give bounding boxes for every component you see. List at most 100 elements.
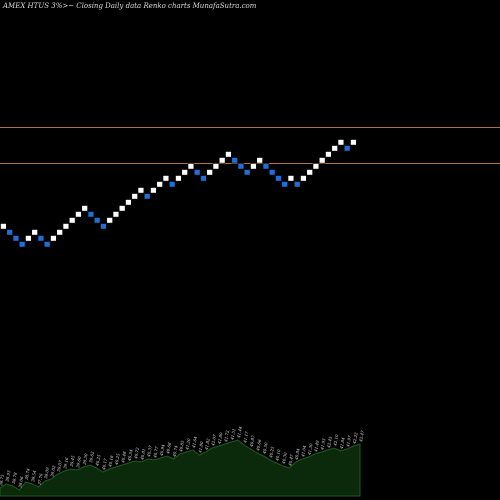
volume-label: 40.87 [249, 435, 256, 449]
volume-label: 42.22 [351, 432, 358, 446]
renko-brick-up [62, 223, 70, 230]
renko-brick-up [287, 175, 295, 182]
volume-label: 39.62 [88, 451, 95, 464]
renko-brick-down [262, 163, 270, 170]
renko-brick-down [200, 175, 207, 182]
volume-label: 38.78 [11, 472, 18, 485]
volume-label: 40.68 [165, 442, 172, 456]
renko-brick-up [206, 169, 213, 176]
renko-brick-up [256, 157, 263, 164]
volume-label: 41.80 [216, 432, 223, 446]
renko-brick-up [56, 229, 63, 236]
renko-brick-down [293, 181, 301, 188]
volume-label: 40.47 [287, 454, 294, 468]
volume-label: 41.49 [313, 440, 320, 454]
renko-brick-down [168, 181, 176, 188]
volume-label: 40.25 [114, 453, 121, 467]
volume-label: 40.25 [94, 454, 101, 468]
renko-brick-down [275, 175, 282, 182]
renko-brick-up [331, 145, 338, 152]
volume-label: 39.60 [75, 456, 82, 469]
volume-label: 40.66 [255, 439, 262, 453]
renko-brick-down [100, 223, 107, 230]
renko-brick-up [350, 139, 357, 146]
renko-brick-down [37, 235, 45, 242]
volume-label: 42.47 [358, 430, 365, 444]
volume-label: 40.50 [261, 442, 268, 456]
renko-brick-up [156, 181, 163, 188]
volume-label: 41.44 [236, 426, 243, 440]
volume-label: 41.80 [197, 441, 204, 455]
renko-brick-up [337, 139, 345, 146]
volume-label: 41.20 [184, 438, 191, 452]
volume-label: 39.16 [62, 457, 69, 470]
volume-label: 42.10 [332, 434, 339, 448]
volume-label: 41.72 [223, 430, 230, 444]
renko-brick-up [0, 223, 7, 230]
renko-brick-up [300, 175, 307, 182]
volume-area-path [0, 439, 361, 497]
renko-brick-up [112, 211, 120, 218]
volume-label: 40.81 [139, 448, 146, 461]
renko-brick-up [306, 169, 313, 176]
volume-label: 41.64 [191, 436, 198, 450]
renko-brick-up [175, 175, 182, 182]
volume-label: 41.93 [319, 438, 326, 452]
volume-label: 40.25 [268, 446, 275, 460]
volume-label: 40.94 [159, 444, 166, 458]
renko-brick-up [137, 187, 145, 194]
volume-label: 37.76 [37, 473, 44, 486]
volume-label: 40.37 [146, 445, 153, 459]
volume-label: 41.17 [242, 431, 249, 445]
renko-brick-up [131, 193, 138, 200]
renko-brick-up [325, 151, 332, 158]
renko-brick-down [268, 169, 276, 176]
renko-brick-down [343, 145, 351, 152]
volume-label: 41.82 [204, 438, 211, 452]
renko-brick-up [68, 217, 76, 224]
volume-label: 40.18 [107, 455, 114, 469]
renko-brick-down [43, 241, 51, 248]
renko-brick-down [237, 163, 245, 170]
renko-brick-up [312, 163, 320, 170]
volume-label: 42.45 [326, 436, 333, 450]
volume-label: 40.30 [281, 452, 288, 466]
volume-label: 38.06 [17, 476, 24, 489]
volume-label: 41.30 [306, 443, 313, 457]
volume-label: 38.74 [24, 468, 31, 481]
renko-brick-down [243, 169, 251, 176]
volume-label: 41.97 [345, 435, 352, 449]
volume-label: 41.51 [229, 428, 236, 441]
volume-label: 40.74 [171, 445, 178, 459]
renko-brick-up [125, 199, 132, 206]
volume-area [0, 439, 361, 497]
renko-brick-down [18, 241, 26, 248]
renko-brick-down [193, 169, 201, 176]
renko-brick-up [50, 235, 57, 242]
volume-label: 41.84 [339, 437, 346, 451]
volume-label: 40.72 [133, 447, 140, 461]
renko-brick-up [181, 169, 188, 176]
volume-label: 42.07 [210, 434, 217, 448]
volume-label: 41.04 [300, 445, 307, 459]
renko-brick-up [187, 163, 195, 170]
renko-brick-up [162, 175, 170, 182]
volume-label: 38.93 [4, 470, 11, 483]
renko-brick-up [318, 157, 326, 164]
volume-label: 39.50 [82, 453, 89, 466]
renko-brick-up [218, 157, 226, 164]
renko-brick-down [231, 157, 238, 164]
volume-label: 40.17 [101, 458, 108, 472]
renko-brick-down [12, 235, 20, 242]
volume-label: 40.10 [274, 449, 281, 463]
volume-label: 40.77 [152, 446, 159, 460]
volume-label: 38.09 [43, 467, 50, 480]
renko-brick-up [25, 235, 32, 242]
chart-title: AMEX HTUS 3%>~ Closing Daily data Renko … [3, 2, 257, 10]
renko-bricks [0, 139, 357, 248]
renko-brick-up [81, 205, 88, 212]
renko-brick-down [143, 193, 151, 200]
volume-label: 38.75 [0, 474, 5, 487]
